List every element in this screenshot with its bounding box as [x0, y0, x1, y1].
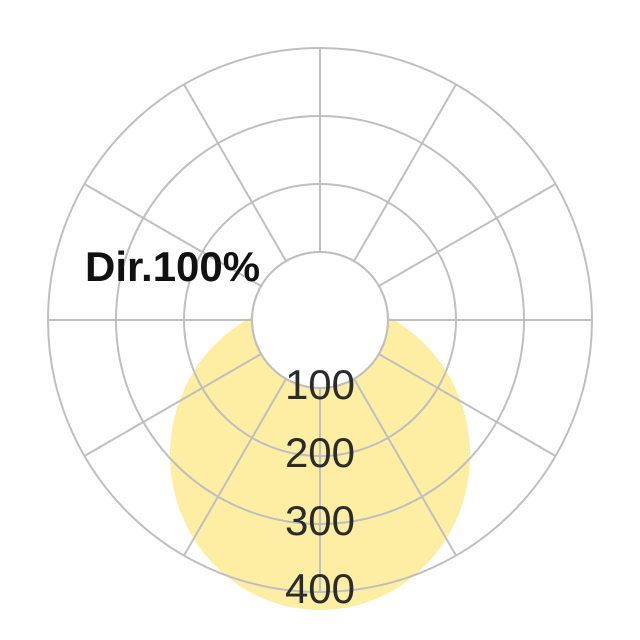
tick-label: 300: [285, 497, 355, 544]
polar-chart: 100 200 300 400 Dir.100%: [0, 0, 640, 640]
tick-label: 400: [285, 565, 355, 612]
tick-label: 100: [285, 361, 355, 408]
direction-label: Dir.100%: [85, 243, 260, 290]
tick-label: 200: [285, 429, 355, 476]
